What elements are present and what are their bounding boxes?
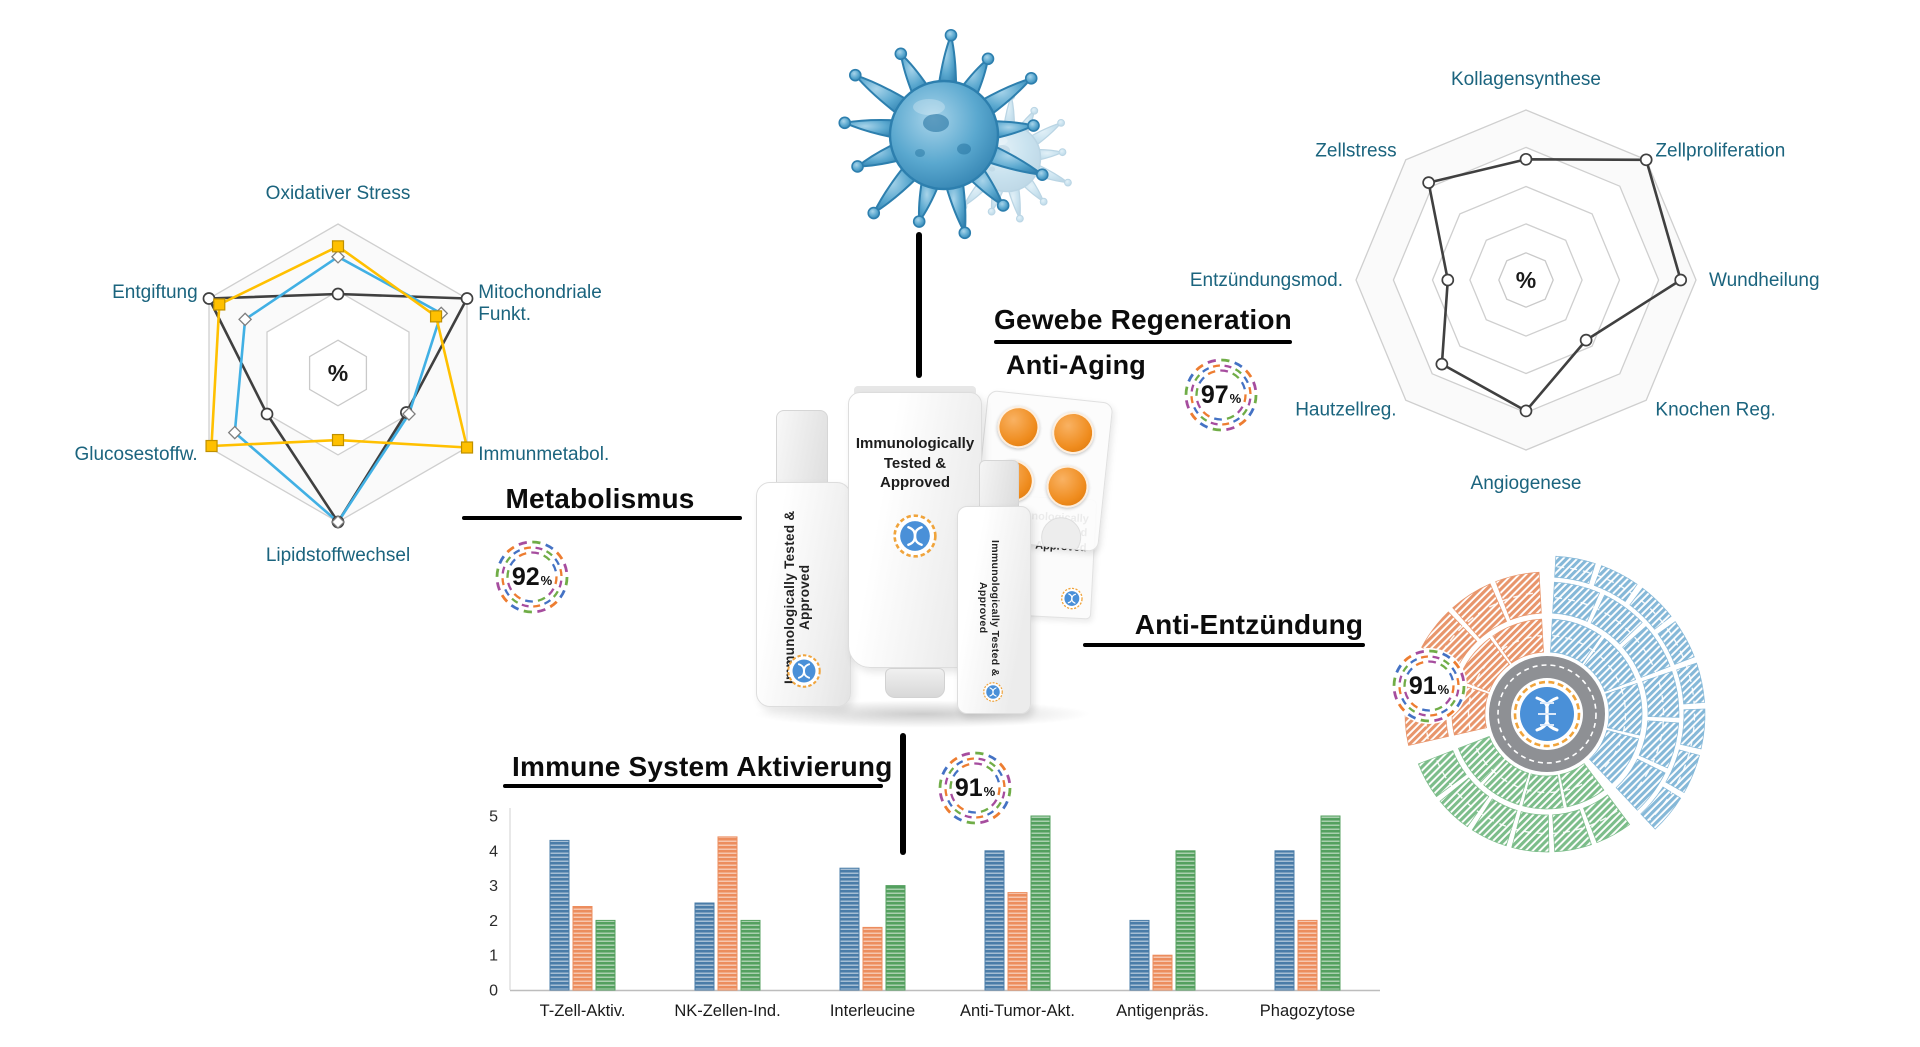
tube-cap bbox=[885, 668, 945, 698]
metabolismus-title: Metabolismus bbox=[505, 483, 695, 514]
gewebe-score-badge: 97% bbox=[1179, 353, 1263, 437]
badge-score: 91% bbox=[1387, 644, 1471, 728]
badge-rings-icon bbox=[937, 750, 1013, 826]
svg-text:Antigenpräs.: Antigenpräs. bbox=[1116, 1002, 1209, 1020]
badge-value: 92 bbox=[511, 562, 540, 591]
badge-score: 97% bbox=[1179, 353, 1263, 437]
svg-text:5: 5 bbox=[489, 809, 498, 826]
svg-text:4: 4 bbox=[489, 843, 498, 860]
svg-text:%: % bbox=[1516, 267, 1536, 293]
approval-seal-icon bbox=[983, 682, 1003, 702]
spray-label: Immunologically Tested & Approved bbox=[977, 539, 1001, 677]
svg-text:T-Zell-Aktiv.: T-Zell-Aktiv. bbox=[540, 1002, 626, 1020]
tube-label-line: Approved bbox=[879, 474, 950, 491]
svg-text:Zellstress: Zellstress bbox=[1315, 141, 1396, 162]
approval-seal-icon bbox=[893, 514, 937, 558]
tube-label-line: Immunologically bbox=[855, 435, 975, 452]
svg-text:3: 3 bbox=[489, 878, 498, 895]
svg-text:Wundheilung: Wundheilung bbox=[1709, 270, 1820, 291]
svg-text:Entgiftung: Entgiftung bbox=[112, 282, 198, 303]
product-cluster: Immunologically Tested Approved Immunolo… bbox=[752, 382, 1114, 732]
pill bbox=[1044, 463, 1091, 510]
svg-text:Knochen Reg.: Knochen Reg. bbox=[1655, 399, 1775, 420]
svg-text:Kollagensynthese: Kollagensynthese bbox=[1451, 69, 1601, 90]
svg-text:Phagozytose: Phagozytose bbox=[1260, 1002, 1355, 1020]
svg-text:Glucosestoffw.: Glucosestoffw. bbox=[74, 444, 197, 465]
empty-blister-pocket bbox=[1039, 515, 1084, 553]
badge-rings-icon bbox=[1183, 357, 1259, 433]
immune-underline bbox=[503, 784, 883, 788]
badge-rings-icon bbox=[1391, 648, 1467, 724]
svg-text:Entzündungsmod.: Entzündungsmod. bbox=[1190, 270, 1343, 291]
regeneration-radar-chart: % Kollagensynthese Zellproliferation Wundhe… bbox=[1190, 69, 1820, 494]
pill bbox=[1050, 409, 1097, 457]
anti-entzuendung-score-badge: 91% bbox=[1387, 644, 1471, 728]
badge-score: 92% bbox=[490, 535, 574, 619]
badge-value: 91 bbox=[954, 773, 983, 802]
spray-cap bbox=[979, 460, 1019, 508]
badge-unit: % bbox=[1437, 682, 1450, 697]
connector-product-immune bbox=[900, 733, 906, 855]
immune-system-title: Immune System Aktivierung bbox=[512, 751, 893, 782]
metabolism-radar-chart: % Oxidativer Stress Mitochondriale Funkt. Im… bbox=[74, 183, 609, 566]
svg-text:NK-Zellen-Ind.: NK-Zellen-Ind. bbox=[674, 1002, 780, 1020]
tube-label-line: Tested & bbox=[883, 454, 947, 472]
badge-value: 91 bbox=[1408, 671, 1437, 700]
svg-text:1: 1 bbox=[489, 948, 498, 965]
spray-bottle bbox=[957, 506, 1031, 714]
badge-unit: % bbox=[1229, 391, 1242, 406]
immune-activation-bar-chart: 0 1 2 3 4 5 T-Zell-Aktiv. NK-Zellen-Ind. Interle… bbox=[489, 808, 1380, 1020]
tube-crimp bbox=[854, 386, 976, 396]
gewebe-underline bbox=[994, 340, 1292, 344]
badge-value: 97 bbox=[1200, 380, 1229, 409]
bottle-cap bbox=[776, 410, 828, 490]
anti-entzuendung-title: Anti-Entzündung bbox=[1134, 609, 1364, 640]
badge-rings-icon bbox=[494, 539, 570, 615]
svg-text:Zellproliferation: Zellproliferation bbox=[1655, 141, 1785, 162]
svg-text:Immunmetabol.: Immunmetabol. bbox=[478, 444, 609, 465]
badge-unit: % bbox=[540, 573, 553, 588]
anti-aging-title: Anti-Aging bbox=[1006, 350, 1146, 380]
anti-entzuendung-underline bbox=[1083, 643, 1365, 647]
svg-text:Lipidstoffwechsel: Lipidstoffwechsel bbox=[266, 545, 410, 566]
svg-text:Anti-Tumor-Akt.: Anti-Tumor-Akt. bbox=[960, 1002, 1075, 1020]
svg-text:Oxidativer Stress: Oxidativer Stress bbox=[266, 183, 411, 204]
badge-unit: % bbox=[983, 784, 996, 799]
pill bbox=[995, 404, 1042, 451]
approval-seal-icon bbox=[787, 654, 821, 688]
svg-text:Interleucine: Interleucine bbox=[830, 1002, 915, 1020]
metabolismus-underline bbox=[462, 516, 742, 520]
approval-seal-icon bbox=[1061, 587, 1083, 610]
pathogen-icon bbox=[838, 28, 1072, 240]
connector-pathogen-product bbox=[916, 232, 922, 378]
svg-text:%: % bbox=[328, 360, 348, 386]
svg-text:Hautzellreg.: Hautzellreg. bbox=[1295, 399, 1396, 420]
svg-text:Angiogenese: Angiogenese bbox=[1471, 473, 1582, 494]
svg-text:2: 2 bbox=[489, 913, 498, 930]
tube-label: Immunologically Tested & Approved bbox=[852, 434, 978, 493]
product-box: Immunologically Tested Approved bbox=[990, 494, 1098, 620]
metabolismus-score-badge: 92% bbox=[490, 535, 574, 619]
badge-score: 91% bbox=[933, 746, 1017, 830]
immune-score-badge: 91% bbox=[933, 746, 1017, 830]
svg-text:0: 0 bbox=[489, 983, 498, 1000]
gewebe-regeneration-title: Gewebe Regeneration bbox=[994, 304, 1292, 335]
